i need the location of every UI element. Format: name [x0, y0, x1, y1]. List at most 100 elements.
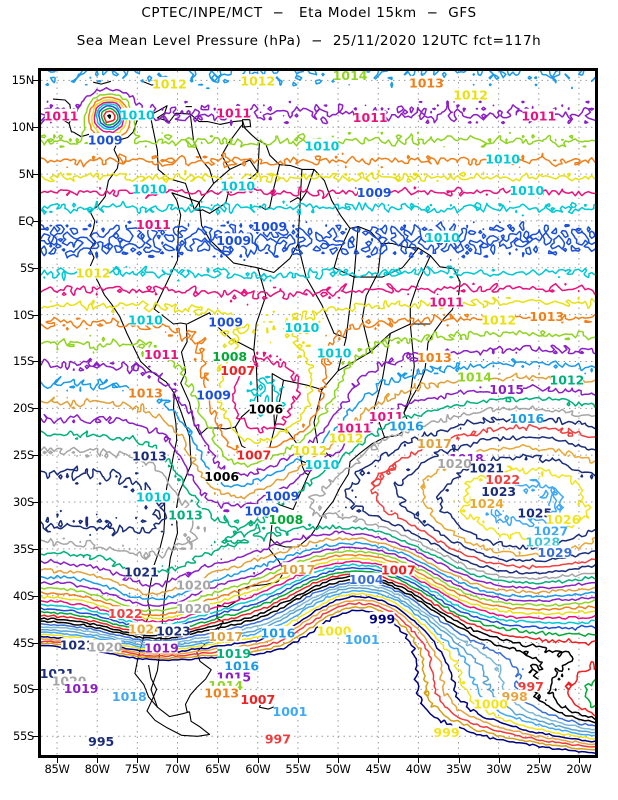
y-tick-label-5N: 5N	[18, 167, 35, 182]
contour-label: 1015	[489, 382, 524, 397]
contour-label: 1009	[265, 489, 300, 504]
contour-label: 1009	[196, 388, 231, 403]
y-tick-mark	[33, 689, 38, 691]
y-tick-mark	[33, 548, 38, 550]
contour-label: 1010	[317, 345, 352, 360]
y-tick-label-40S: 40S	[12, 588, 34, 603]
x-tick-mark	[378, 758, 380, 763]
contour-label: 995	[88, 734, 114, 749]
contour-label: 1010	[220, 179, 255, 194]
contour-label: 1022	[108, 606, 143, 621]
contour-label: 1012	[76, 266, 111, 281]
y-tick-label-15S: 15S	[12, 354, 34, 369]
contour-label: 1010	[305, 457, 340, 472]
contour-label: 1019	[64, 681, 99, 696]
contour-label: 1010	[120, 107, 155, 122]
contour-label: 1013	[204, 686, 239, 701]
x-tick-label-25W: 25W	[526, 762, 552, 776]
x-tick-mark	[137, 758, 139, 763]
contour-label: 1020	[176, 578, 211, 593]
contour-label: 1007	[236, 448, 271, 463]
contour-label: 1021	[469, 461, 504, 476]
page-title: CPTEC/INPE/MCT − Eta Model 15km − GFS	[141, 5, 477, 21]
contour-label: 999	[433, 725, 459, 740]
y-tick-label-15N: 15N	[11, 73, 35, 88]
contour-plot-frame: 1012 1012 1014 1013 1012 1011 1010 1011 1011 1011…	[38, 68, 598, 758]
contour-label: 1017	[208, 629, 243, 644]
contour-label: 1021	[60, 638, 95, 653]
contour-label: 1017	[281, 562, 316, 577]
contour-label: 1014	[333, 71, 368, 83]
contour-label: 1019	[216, 646, 251, 661]
y-tick-mark	[33, 455, 38, 457]
contour-label: 1020	[437, 456, 472, 471]
contour-label: 1013	[409, 76, 444, 91]
x-tick-mark	[57, 758, 59, 763]
contour-label: 1012	[550, 373, 585, 388]
contour-label: 1010	[305, 138, 340, 153]
contour-label: 1019	[144, 641, 179, 656]
y-tick-label-50S: 50S	[12, 682, 34, 697]
y-tick-label-EQ: EQ	[18, 213, 34, 228]
contour-label: 1013	[128, 386, 163, 401]
contour-label: 1010	[285, 320, 320, 335]
x-tick-label-20W: 20W	[566, 762, 592, 776]
y-tick-mark	[33, 220, 38, 222]
contour-label: 1006	[248, 402, 283, 417]
contour-label: 1008	[212, 349, 247, 364]
x-tick-mark	[257, 758, 259, 763]
y-tick-mark	[33, 502, 38, 503]
contour-label: 1013	[417, 350, 452, 365]
y-tick-mark	[33, 80, 38, 82]
x-tick-mark	[338, 758, 340, 763]
contour-label: 1006	[204, 469, 239, 484]
y-tick-mark	[33, 595, 38, 597]
y-tick-mark	[33, 361, 38, 363]
contour-label: 1007	[381, 563, 416, 578]
x-tick-label-60W: 60W	[245, 762, 271, 776]
contour-label: 998	[502, 689, 528, 704]
contour-label: 1011	[337, 420, 372, 435]
contour-label: 1029	[538, 545, 573, 560]
y-tick-label-5S: 5S	[19, 260, 34, 275]
contour-label: 1020	[88, 640, 123, 655]
contour-label: 1009	[208, 314, 243, 329]
contour-label: 1022	[485, 472, 520, 487]
contour-label: 1012	[329, 431, 364, 446]
y-tick-mark	[33, 736, 38, 738]
contour-label: 1011	[216, 106, 251, 121]
contour-label: 1009	[216, 233, 251, 248]
contour-label: 1010	[425, 230, 460, 245]
contour-label: 1011	[353, 110, 388, 125]
contour-label: 999	[369, 611, 395, 626]
contour-label: 1024	[128, 622, 163, 637]
contour-label: 1016	[261, 626, 296, 641]
x-tick-label-70W: 70W	[164, 762, 191, 776]
y-tick-mark	[33, 267, 38, 269]
contour-label: 1000	[473, 697, 508, 712]
x-tick-mark	[217, 758, 219, 763]
y-tick-mark	[33, 174, 38, 176]
y-tick-label-10S: 10S	[12, 307, 34, 322]
contour-label: 1026	[546, 512, 581, 527]
contour-label: 1009	[88, 133, 123, 148]
y-tick-label-45S: 45S	[12, 635, 34, 650]
y-tick-label-25S: 25S	[12, 448, 34, 463]
contour-label: 1014	[457, 370, 492, 385]
contour-label: 1013	[168, 507, 203, 522]
contour-label: 1012	[240, 74, 275, 89]
x-tick-label-85W: 85W	[44, 762, 70, 776]
contour-label: 1012	[481, 313, 516, 328]
x-tick-mark	[297, 758, 299, 763]
x-tick-mark	[538, 758, 540, 763]
contour-label: 1000	[317, 624, 352, 639]
contour-label: 1009	[357, 185, 392, 200]
y-tick-label-10N: 10N	[11, 120, 35, 135]
contour-label: 1024	[469, 496, 504, 511]
y-tick-mark	[33, 127, 38, 129]
x-tick-label-75W: 75W	[124, 762, 150, 776]
contour-label: 1004	[349, 572, 384, 587]
contour-label: 1007	[240, 692, 275, 707]
